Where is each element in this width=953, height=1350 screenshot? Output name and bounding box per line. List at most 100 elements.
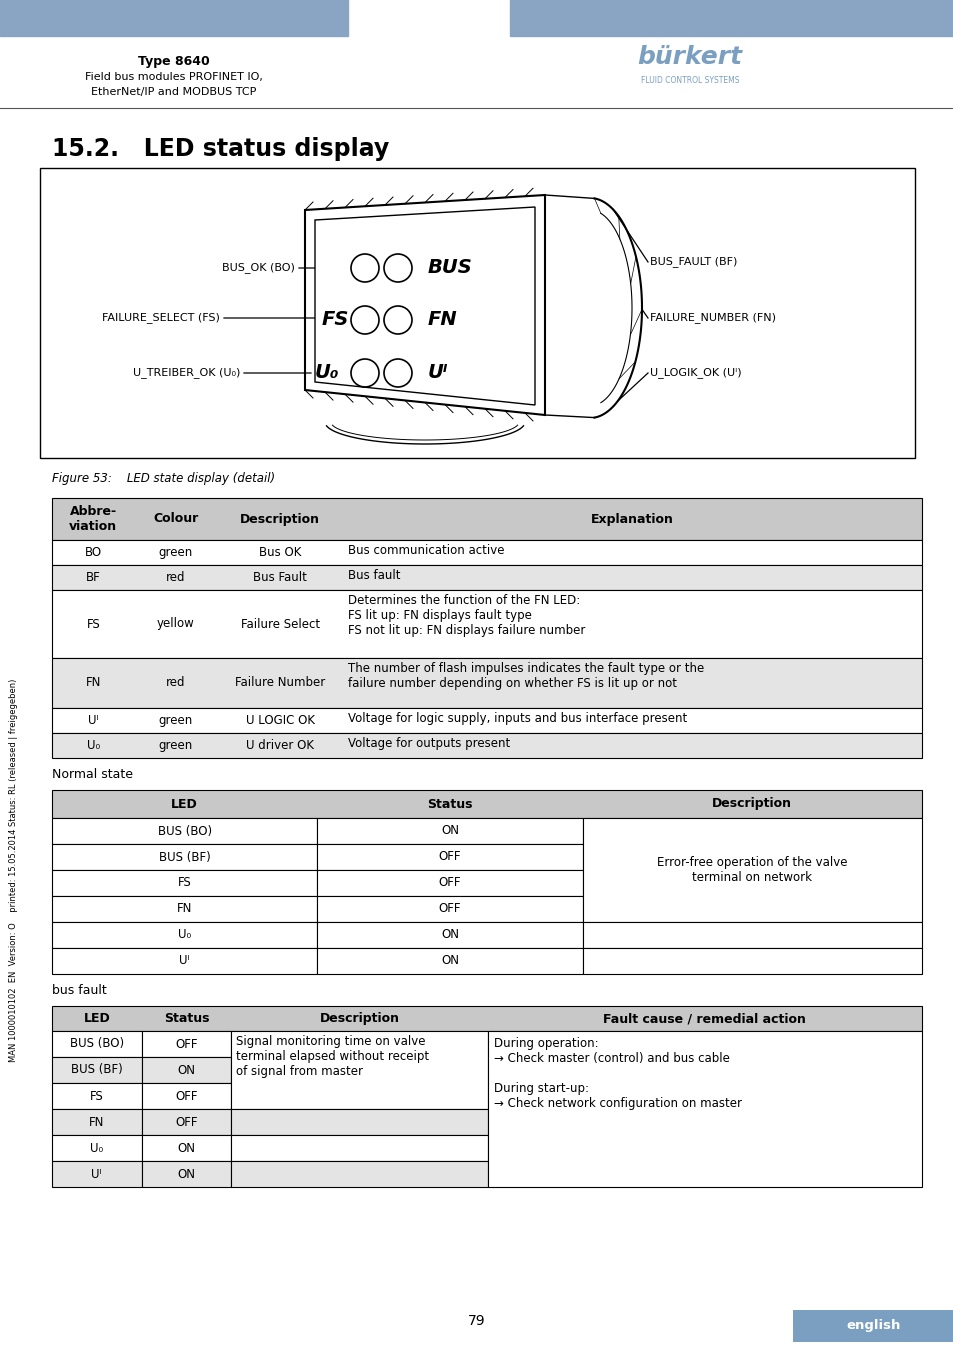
Bar <box>231 1108 487 1135</box>
Text: green: green <box>159 738 193 752</box>
Text: During operation:
→ Check master (control) and bus cable

During start-up:
→ Che: During operation: → Check master (contro… <box>494 1037 741 1110</box>
Text: red: red <box>166 676 186 690</box>
Text: ON: ON <box>177 1168 195 1180</box>
Bar <box>487 1031 921 1187</box>
Bar <box>231 1161 487 1187</box>
Bar <box>52 948 317 973</box>
Text: Status: Status <box>427 798 473 810</box>
Text: Normal state: Normal state <box>52 768 132 782</box>
Bar <box>317 844 582 869</box>
Text: OFF: OFF <box>438 850 461 864</box>
Text: yellow: yellow <box>157 617 194 630</box>
Text: Description: Description <box>240 513 320 525</box>
Text: FS: FS <box>87 617 100 630</box>
Bar <box>792 1310 953 1342</box>
Text: english: english <box>845 1319 900 1332</box>
Text: Determines the function of the FN LED:
FS lit up: FN displays fault type
FS not : Determines the function of the FN LED: F… <box>348 594 585 637</box>
Bar <box>52 790 921 818</box>
Text: Voltage for logic supply, inputs and bus interface present: Voltage for logic supply, inputs and bus… <box>348 711 687 725</box>
Text: Bus OK: Bus OK <box>259 545 301 559</box>
Text: U_LOGIK_OK (Uᴵ): U_LOGIK_OK (Uᴵ) <box>649 367 740 378</box>
Text: FAILURE_NUMBER (FN): FAILURE_NUMBER (FN) <box>649 313 775 324</box>
Text: Uᴵ: Uᴵ <box>91 1168 102 1180</box>
Text: bus fault: bus fault <box>52 984 107 998</box>
Text: U₀: U₀ <box>178 929 191 941</box>
Bar <box>317 896 582 922</box>
Text: Signal monitoring time on valve
terminal elapsed without receipt
of signal from : Signal monitoring time on valve terminal… <box>236 1035 429 1079</box>
Text: Explanation: Explanation <box>591 513 674 525</box>
Text: Colour: Colour <box>153 513 198 525</box>
Text: FS: FS <box>322 310 349 329</box>
Bar <box>141 1083 231 1108</box>
Text: Bus Fault: Bus Fault <box>253 571 307 585</box>
Text: U LOGIC OK: U LOGIC OK <box>246 714 314 728</box>
Bar <box>52 733 921 757</box>
Text: BUS (BF): BUS (BF) <box>158 850 211 864</box>
Bar <box>582 948 921 973</box>
Bar <box>52 1006 921 1031</box>
Text: Type 8640: Type 8640 <box>138 55 210 68</box>
Text: BUS (BO): BUS (BO) <box>157 825 212 837</box>
Text: U₀: U₀ <box>314 363 339 382</box>
Bar <box>52 566 921 590</box>
Text: BO: BO <box>85 545 102 559</box>
Text: The number of flash impulses indicates the fault type or the
failure number depe: The number of flash impulses indicates t… <box>348 662 704 690</box>
Text: U driver OK: U driver OK <box>246 738 314 752</box>
Text: FN: FN <box>428 310 457 329</box>
Text: Uᴵ: Uᴵ <box>179 954 190 968</box>
Bar <box>317 869 582 896</box>
Bar <box>52 922 317 948</box>
Bar <box>52 498 921 540</box>
Text: EtherNet/IP and MODBUS TCP: EtherNet/IP and MODBUS TCP <box>91 86 256 97</box>
Bar <box>635 28 641 35</box>
Text: Field bus modules PROFINET IO,: Field bus modules PROFINET IO, <box>85 72 263 82</box>
Bar <box>52 844 317 869</box>
Bar <box>317 922 582 948</box>
Text: U₀: U₀ <box>87 738 100 752</box>
Bar <box>52 1083 141 1108</box>
Bar <box>624 28 631 35</box>
Text: FN: FN <box>177 903 193 915</box>
Bar <box>615 28 621 35</box>
Text: Error-free operation of the valve
terminal on network: Error-free operation of the valve termin… <box>657 856 846 884</box>
Text: Fault cause / remedial action: Fault cause / remedial action <box>603 1012 805 1025</box>
Bar <box>52 869 317 896</box>
Bar <box>52 657 921 707</box>
Bar <box>52 1057 141 1083</box>
Text: OFF: OFF <box>438 876 461 890</box>
Text: 79: 79 <box>468 1314 485 1328</box>
Bar <box>655 30 722 35</box>
Bar <box>52 1108 141 1135</box>
Text: Abbre-
viation: Abbre- viation <box>70 505 117 533</box>
Bar <box>52 896 317 922</box>
Bar <box>52 707 921 733</box>
Bar <box>141 1057 231 1083</box>
Text: green: green <box>159 545 193 559</box>
Text: FN: FN <box>86 676 101 690</box>
Text: BUS_OK (BO): BUS_OK (BO) <box>222 262 294 274</box>
Bar <box>52 1161 141 1187</box>
Text: BUS_FAULT (BF): BUS_FAULT (BF) <box>649 256 737 267</box>
Text: MAN 1000010102  EN  Version: O    printed: 15.05.2014 Status: RL (released | fre: MAN 1000010102 EN Version: O printed: 15… <box>10 678 18 1061</box>
Bar <box>52 1031 141 1057</box>
Text: Uᴵ: Uᴵ <box>428 363 448 382</box>
Text: Description: Description <box>319 1012 399 1025</box>
Text: Failure Number: Failure Number <box>235 676 325 690</box>
Text: Bus communication active: Bus communication active <box>348 544 504 558</box>
Text: 15.2.   LED status display: 15.2. LED status display <box>52 136 389 161</box>
Bar <box>52 818 317 844</box>
Text: OFF: OFF <box>175 1038 197 1050</box>
Text: U₀: U₀ <box>91 1142 103 1154</box>
Text: BF: BF <box>86 571 101 585</box>
Text: BUS (BO): BUS (BO) <box>70 1038 124 1050</box>
Text: LED: LED <box>83 1012 110 1025</box>
Bar <box>644 28 651 35</box>
Text: FS: FS <box>90 1089 104 1103</box>
Text: BUS: BUS <box>428 258 473 277</box>
Text: ON: ON <box>440 929 458 941</box>
Text: FLUID CONTROL SYSTEMS: FLUID CONTROL SYSTEMS <box>640 76 739 85</box>
Bar <box>317 948 582 973</box>
Text: Figure 53:    LED state display (detail): Figure 53: LED state display (detail) <box>52 472 274 485</box>
Bar <box>317 818 582 844</box>
Text: ON: ON <box>177 1142 195 1154</box>
